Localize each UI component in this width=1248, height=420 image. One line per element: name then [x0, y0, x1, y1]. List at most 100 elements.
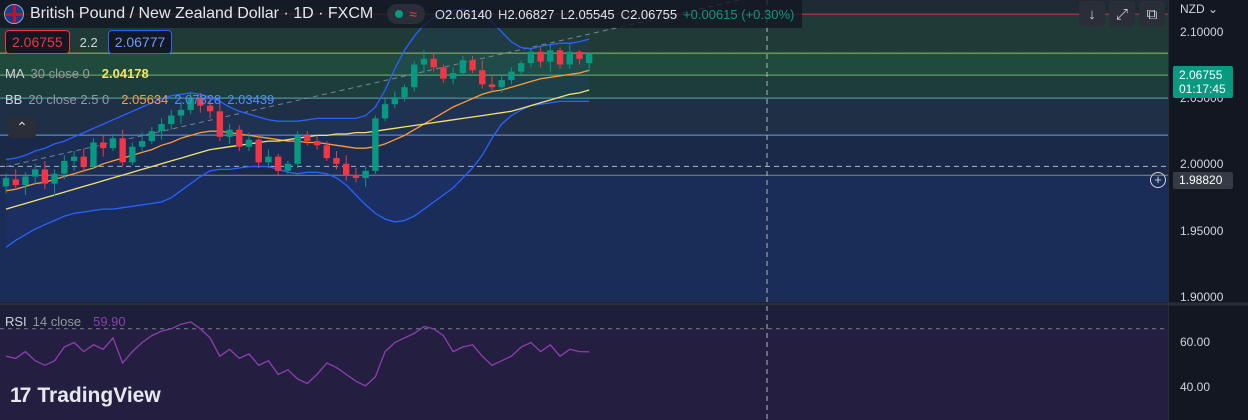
candle-body: [576, 51, 583, 59]
candle-body: [498, 80, 505, 88]
instrument-title[interactable]: British Pound / New Zealand Dollar · 1D …: [30, 5, 374, 22]
candle-body: [148, 131, 155, 142]
fullscreen-button[interactable]: ⤢: [1109, 1, 1135, 27]
candle-body: [109, 138, 117, 149]
bar-countdown: 01:17:45: [1179, 82, 1226, 96]
rsi-legend[interactable]: RSI 14 close 59.90: [5, 314, 126, 329]
open-value: 2.06140: [445, 6, 493, 22]
bb-args: 20 close 2.5 0: [28, 92, 110, 107]
candle-body: [440, 67, 447, 79]
ma-legend[interactable]: MA 30 close 0 2.04178: [5, 66, 149, 81]
collapse-legend-button[interactable]: ⌃: [8, 116, 36, 138]
bb-lower-value: 2.03439: [227, 92, 275, 107]
candle-body: [401, 87, 408, 98]
candle-body: [372, 118, 379, 171]
bb-basis-value: 2.05634: [121, 92, 169, 107]
level-zone: [0, 98, 1168, 136]
candle-body: [508, 71, 515, 81]
candle-body: [265, 156, 272, 163]
candle-body: [430, 58, 437, 68]
level-zone: [0, 75, 1168, 99]
trade-panel: 2.06755 2.2 2.06777: [5, 30, 173, 54]
close-label: C: [620, 6, 631, 22]
bb-legend[interactable]: BB 20 close 2.5 0 2.05634 2.07828 2.0343…: [5, 92, 274, 107]
arrow-down-icon: ↓: [1088, 5, 1096, 23]
candle-body: [138, 141, 146, 147]
rsi-tick: 40.00: [1180, 380, 1211, 394]
candle-body: [61, 160, 68, 174]
last-price-value: 2.06755: [1179, 68, 1223, 82]
candle-body: [177, 109, 185, 116]
level-zone: [0, 53, 1168, 76]
candle-body: [333, 158, 340, 164]
candle-body: [420, 58, 428, 65]
candle-body: [469, 60, 476, 71]
chevron-up-icon: ⌃: [16, 118, 28, 135]
crosshair-price-tag: 1.98820: [1173, 172, 1233, 189]
last-price-tag: 2.06755 01:17:45: [1173, 66, 1233, 98]
price-tick: 1.90000: [1180, 290, 1224, 304]
candle-body: [381, 104, 389, 119]
candle-body: [90, 142, 97, 167]
candle-body: [479, 70, 486, 85]
candle-body: [12, 179, 19, 186]
high-label: H: [498, 6, 508, 22]
scroll-down-button[interactable]: ↓: [1079, 1, 1105, 27]
candle-body: [586, 53, 593, 64]
candle-body: [187, 98, 194, 110]
candle-body: [459, 60, 467, 74]
sell-button[interactable]: 2.06755: [5, 30, 70, 54]
candle-body: [362, 170, 369, 178]
candle-body: [488, 84, 496, 88]
tradingview-mark-icon: 17: [10, 384, 31, 407]
change-value: +0.00615 (+0.30%): [683, 6, 795, 22]
ma-args: 30 close 0: [30, 66, 90, 81]
tradingview-logo[interactable]: 17 TradingView: [10, 384, 161, 408]
fullscreen-icon: ⤢: [1115, 5, 1128, 23]
spread-value: 2.2: [79, 34, 98, 50]
candle-body: [80, 156, 87, 167]
candle-body: [41, 169, 49, 184]
bb-lower-line: [5, 100, 590, 248]
ohlc-readout: O2.06140 H2.06827 L2.05545 C2.06755 +0.0…: [435, 7, 794, 22]
low-value: 2.05545: [567, 6, 615, 22]
candle-body: [343, 163, 350, 176]
candle-body: [168, 115, 175, 125]
candle-body: [31, 169, 39, 177]
ma-value: 2.04178: [101, 66, 149, 81]
candle-body: [284, 163, 292, 171]
candle-body: [517, 63, 525, 72]
candle-body: [119, 138, 126, 163]
candle-body: [274, 156, 282, 171]
rsi-name: RSI: [5, 314, 27, 329]
candle-body: [411, 64, 418, 88]
buy-button[interactable]: 2.06777: [107, 30, 173, 54]
bb-upper-value: 2.07828: [174, 92, 222, 107]
close-value: 2.06755: [630, 6, 678, 22]
rsi-value: 59.90: [93, 314, 126, 329]
candle-body: [323, 145, 330, 159]
candle-body: [236, 129, 243, 147]
symbol-legend[interactable]: British Pound / New Zealand Dollar · 1D …: [0, 0, 803, 28]
candle-body: [216, 111, 224, 137]
market-status-pill[interactable]: ≈: [387, 4, 425, 24]
wave-icon: ≈: [409, 6, 417, 22]
candle-body: [226, 129, 233, 137]
candle-body: [206, 105, 214, 112]
price-tick: 2.00000: [1180, 157, 1224, 171]
rsi-args: 14 close: [32, 314, 82, 329]
low-label: L: [560, 6, 568, 22]
level-zone: [0, 175, 1168, 302]
level-zone: [0, 135, 1168, 176]
rsi-band-fill: [0, 328, 1168, 420]
bb-name: BB: [5, 92, 23, 107]
candle-body: [449, 73, 457, 79]
add-alert-plus-icon[interactable]: +: [1150, 172, 1166, 188]
currency-selector[interactable]: NZD ⌄: [1180, 2, 1218, 16]
candle-body: [70, 156, 78, 161]
candle-body: [51, 173, 58, 184]
candle-body: [313, 141, 321, 146]
screenshot-button[interactable]: ⧉: [1139, 1, 1165, 27]
